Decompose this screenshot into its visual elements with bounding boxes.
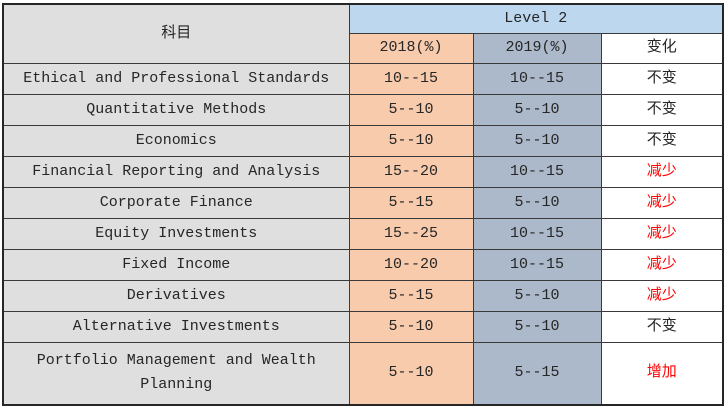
- header-row-level: 科目 Level 2: [2, 3, 724, 64]
- weight-2019-cell: 10--15: [472, 155, 602, 188]
- weight-2019-cell: 10--15: [472, 62, 602, 95]
- change-cell: 减少: [600, 217, 724, 250]
- weight-2018-cell: 5--10: [348, 93, 474, 126]
- table-row: Equity Investments 15--25 10--15 减少: [2, 217, 724, 250]
- weight-2019-cell: 5--10: [472, 279, 602, 312]
- weight-2018-cell: 10--15: [348, 62, 474, 95]
- change-cell: 不变: [600, 310, 724, 343]
- table-row: Quantitative Methods 5--10 5--10 不变: [2, 93, 724, 126]
- level2-group-header: Level 2: [348, 3, 724, 34]
- column-header-2018: 2018(%): [348, 32, 474, 64]
- change-cell: 不变: [600, 62, 724, 95]
- weight-2018-cell: 5--15: [348, 186, 474, 219]
- table-row: Corporate Finance 5--15 5--10 减少: [2, 186, 724, 219]
- subject-cell: Derivatives: [2, 279, 350, 312]
- change-cell: 不变: [600, 124, 724, 157]
- cfa-level2-weights-table: 科目 Level 2 2018(%) 2019(%) 变化 Ethical an…: [2, 3, 725, 406]
- table-row: Portfolio Management and Wealth Planning…: [2, 341, 724, 406]
- subject-cell: Alternative Investments: [2, 310, 350, 343]
- table-row: Alternative Investments 5--10 5--10 不变: [2, 310, 724, 343]
- header-row-years: 2018(%) 2019(%) 变化: [3, 32, 724, 64]
- subject-column-header: 科目: [2, 3, 350, 64]
- subject-cell: Equity Investments: [2, 217, 350, 250]
- weight-2018-cell: 5--10: [348, 310, 474, 343]
- weight-2019-cell: 10--15: [472, 217, 602, 250]
- weight-2019-cell: 5--10: [472, 124, 602, 157]
- subject-cell: Fixed Income: [2, 248, 350, 281]
- change-cell: 不变: [600, 93, 724, 126]
- weight-2018-cell: 5--10: [348, 341, 474, 406]
- change-cell: 增加: [600, 341, 724, 406]
- table-row: Derivatives 5--15 5--10 减少: [2, 279, 724, 312]
- weight-2018-cell: 5--15: [348, 279, 474, 312]
- change-cell: 减少: [600, 279, 724, 312]
- subject-cell: Economics: [2, 124, 350, 157]
- subject-cell: Portfolio Management and Wealth Planning: [2, 341, 350, 406]
- weight-2019-cell: 5--15: [472, 341, 602, 406]
- weight-2018-cell: 15--20: [348, 155, 474, 188]
- table-row: Ethical and Professional Standards 10--15…: [2, 62, 724, 95]
- weight-2019-cell: 5--10: [472, 93, 602, 126]
- subject-cell: Quantitative Methods: [2, 93, 350, 126]
- subject-cell: Financial Reporting and Analysis: [2, 155, 350, 188]
- subject-cell: Corporate Finance: [2, 186, 350, 219]
- subject-cell: Ethical and Professional Standards: [2, 62, 350, 95]
- change-cell: 减少: [600, 155, 724, 188]
- weight-2018-cell: 10--20: [348, 248, 474, 281]
- table-row: Financial Reporting and Analysis 15--20 10…: [2, 155, 724, 188]
- weight-2019-cell: 10--15: [472, 248, 602, 281]
- column-header-change: 变化: [600, 32, 724, 64]
- weight-2018-cell: 5--10: [348, 124, 474, 157]
- weight-2018-cell: 15--25: [348, 217, 474, 250]
- column-header-2019: 2019(%): [472, 32, 602, 64]
- change-cell: 减少: [600, 248, 724, 281]
- weight-2019-cell: 5--10: [472, 310, 602, 343]
- table-body: Ethical and Professional Standards 10--15…: [2, 62, 724, 406]
- table-row: Fixed Income 10--20 10--15 减少: [2, 248, 724, 281]
- change-cell: 减少: [600, 186, 724, 219]
- weight-2019-cell: 5--10: [472, 186, 602, 219]
- table-row: Economics 5--10 5--10 不变: [2, 124, 724, 157]
